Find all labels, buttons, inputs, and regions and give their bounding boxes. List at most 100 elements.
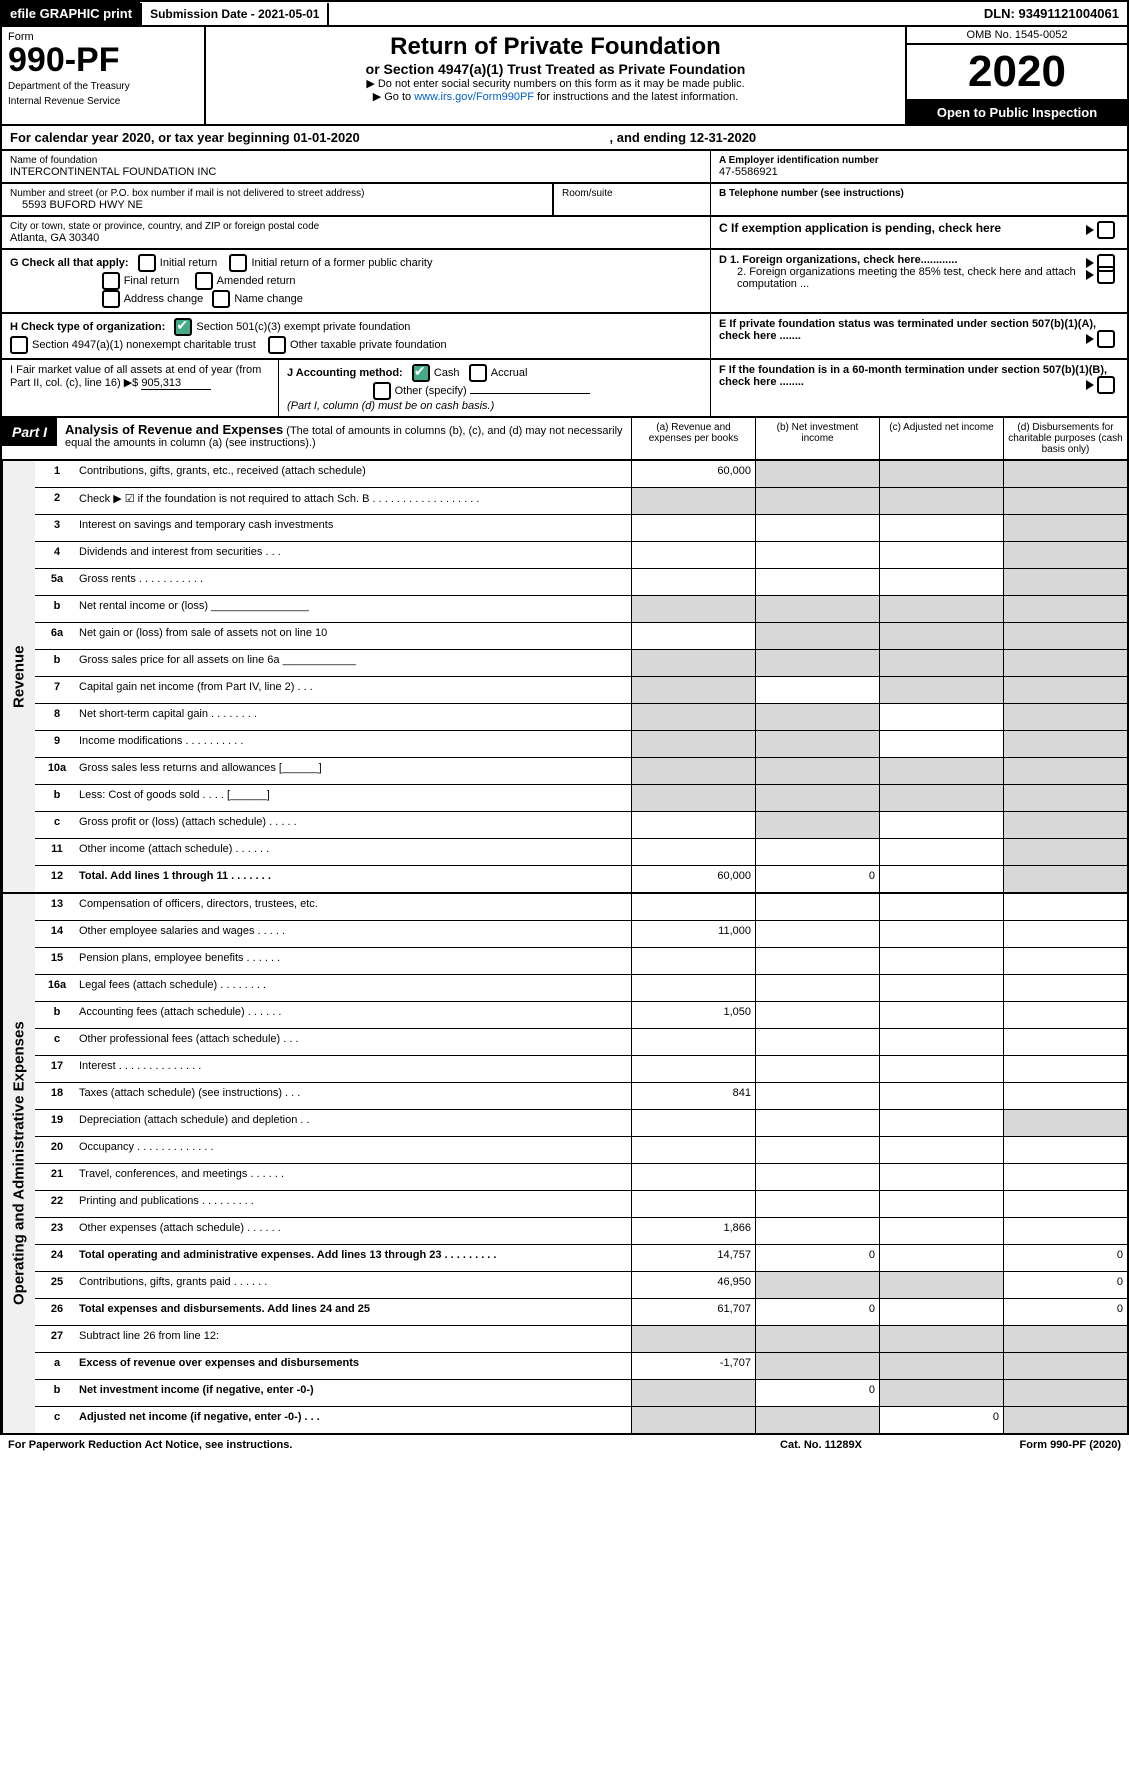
col-c-header: (c) Adjusted net income [879,418,1003,459]
addr-label: Number and street (or P.O. box number if… [10,188,544,199]
ein-label: A Employer identification number [719,155,1119,166]
form-subtitle: or Section 4947(a)(1) Trust Treated as P… [212,61,899,77]
tax-year: 2020 [907,45,1127,101]
line-2: 2Check ▶ ☑ if the foundation is not requ… [35,488,1127,515]
omb-number: OMB No. 1545-0052 [907,27,1127,45]
c-checkbox[interactable] [1097,221,1115,239]
section-f: F If the foundation is in a 60-month ter… [710,360,1127,416]
line-b: bNet investment income (if negative, ent… [35,1380,1127,1407]
col-b-header: (b) Net investment income [755,418,879,459]
h-501c3-check[interactable] [174,318,192,336]
e-checkbox[interactable] [1097,330,1115,348]
room-label: Room/suite [562,188,702,199]
section-i: I Fair market value of all assets at end… [2,360,279,416]
city-label: City or town, state or province, country… [10,221,702,232]
submission-date: Submission Date - 2021-05-01 [140,3,329,25]
page-footer: For Paperwork Reduction Act Notice, see … [0,1435,1129,1455]
arrow-icon [1086,380,1094,390]
line-21: 21Travel, conferences, and meetings . . … [35,1164,1127,1191]
foundation-name: INTERCONTINENTAL FOUNDATION INC [10,166,702,178]
line-5a: 5aGross rents . . . . . . . . . . . [35,569,1127,596]
line-9: 9Income modifications . . . . . . . . . … [35,731,1127,758]
line-25: 25Contributions, gifts, grants paid . . … [35,1272,1127,1299]
open-public: Open to Public Inspection [907,101,1127,124]
g-name-change-check[interactable] [212,290,230,308]
instruction-1: ▶ Do not enter social security numbers o… [212,77,899,90]
tel-label: B Telephone number (see instructions) [719,188,1119,199]
ein-value: 47-5586921 [719,166,1119,178]
line-a: aExcess of revenue over expenses and dis… [35,1353,1127,1380]
instruction-2: ▶ Go to www.irs.gov/Form990PF for instru… [212,90,899,103]
efile-label: efile GRAPHIC print [2,2,140,25]
part-i-header: Part I Analysis of Revenue and Expenses … [0,418,1129,461]
line-18: 18Taxes (attach schedule) (see instructi… [35,1083,1127,1110]
line-b: bNet rental income or (loss) ___________… [35,596,1127,623]
line-10a: 10aGross sales less returns and allowanc… [35,758,1127,785]
expenses-stub: Operating and Administrative Expenses [2,894,35,1433]
line-16a: 16aLegal fees (attach schedule) . . . . … [35,975,1127,1002]
line-23: 23Other expenses (attach schedule) . . .… [35,1218,1127,1245]
name-label: Name of foundation [10,155,702,166]
line-12: 12Total. Add lines 1 through 11 . . . . … [35,866,1127,892]
revenue-stub: Revenue [2,461,35,892]
form-number: 990-PF [8,43,198,77]
fmv-value: 905,313 [141,377,211,390]
topbar: efile GRAPHIC print Submission Date - 20… [0,0,1129,27]
line-8: 8Net short-term capital gain . . . . . .… [35,704,1127,731]
addr-value: 5593 BUFORD HWY NE [10,199,544,211]
irs-link[interactable]: www.irs.gov/Form990PF [414,91,534,103]
h-other-taxable-check[interactable] [268,336,286,354]
col-d-header: (d) Disbursements for charitable purpose… [1003,418,1127,459]
arrow-icon [1086,225,1094,235]
line-c: cOther professional fees (attach schedul… [35,1029,1127,1056]
f-checkbox[interactable] [1097,376,1115,394]
j-accrual-check[interactable] [469,364,487,382]
c-label: C If exemption application is pending, c… [719,221,1001,235]
line-3: 3Interest on savings and temporary cash … [35,515,1127,542]
section-e: E If private foundation status was termi… [710,314,1127,358]
line-13: 13Compensation of officers, directors, t… [35,894,1127,921]
j-cash-check[interactable] [412,364,430,382]
h-4947-check[interactable] [10,336,28,354]
col-a-header: (a) Revenue and expenses per books [631,418,755,459]
g-initial-former-check[interactable] [229,254,247,272]
line-1: 1Contributions, gifts, grants, etc., rec… [35,461,1127,488]
line-14: 14Other employee salaries and wages . . … [35,921,1127,948]
line-27: 27Subtract line 26 from line 12: [35,1326,1127,1353]
line-15: 15Pension plans, employee benefits . . .… [35,948,1127,975]
expenses-table: Operating and Administrative Expenses 13… [0,894,1129,1435]
line-20: 20Occupancy . . . . . . . . . . . . . [35,1137,1127,1164]
g-initial-return-check[interactable] [138,254,156,272]
line-6a: 6aNet gain or (loss) from sale of assets… [35,623,1127,650]
calendar-year-row: For calendar year 2020, or tax year begi… [0,126,1129,151]
line-26: 26Total expenses and disbursements. Add … [35,1299,1127,1326]
arrow-icon [1086,334,1094,344]
irs-label: Internal Revenue Service [8,96,198,107]
dln: DLN: 93491121004061 [976,2,1127,25]
g-final-return-check[interactable] [102,272,120,290]
d2-checkbox[interactable] [1097,266,1115,284]
g-address-change-check[interactable] [102,290,120,308]
section-h: H Check type of organization: Section 50… [2,314,710,358]
line-b: bGross sales price for all assets on lin… [35,650,1127,677]
line-17: 17Interest . . . . . . . . . . . . . . [35,1056,1127,1083]
line-b: bAccounting fees (attach schedule) . . .… [35,1002,1127,1029]
line-11: 11Other income (attach schedule) . . . .… [35,839,1127,866]
line-c: cAdjusted net income (if negative, enter… [35,1407,1127,1433]
j-other-check[interactable] [373,382,391,400]
line-c: cGross profit or (loss) (attach schedule… [35,812,1127,839]
revenue-table: Revenue 1Contributions, gifts, grants, e… [0,461,1129,894]
form-title: Return of Private Foundation [212,33,899,61]
line-24: 24Total operating and administrative exp… [35,1245,1127,1272]
form-header: Form 990-PF Department of the Treasury I… [0,27,1129,126]
line-b: bLess: Cost of goods sold . . . . [_____… [35,785,1127,812]
section-j: J Accounting method: Cash Accrual Other … [279,360,710,416]
line-19: 19Depreciation (attach schedule) and dep… [35,1110,1127,1137]
section-g: G Check all that apply: Initial return I… [2,250,710,312]
arrow-icon [1086,270,1094,280]
line-4: 4Dividends and interest from securities … [35,542,1127,569]
g-amended-check[interactable] [195,272,213,290]
line-22: 22Printing and publications . . . . . . … [35,1191,1127,1218]
city-value: Atlanta, GA 30340 [10,232,702,244]
section-d: D 1. Foreign organizations, check here..… [710,250,1127,312]
